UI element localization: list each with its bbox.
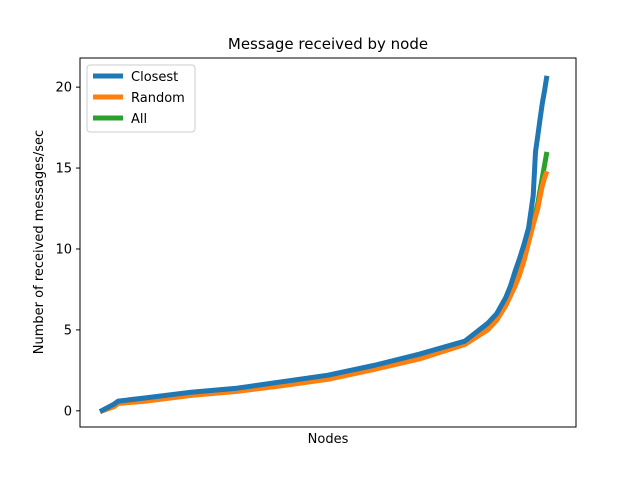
y-tick-label: 0 xyxy=(64,404,72,419)
x-axis-title: Nodes xyxy=(308,432,349,447)
legend-label-closest: Closest xyxy=(131,70,178,85)
y-tick-label: 20 xyxy=(55,81,72,96)
y-tick-label: 10 xyxy=(55,242,72,257)
y-tick-label: 5 xyxy=(64,323,72,338)
series-line-random xyxy=(99,170,550,414)
y-axis-title: Number of received messages/sec xyxy=(32,130,47,354)
series-group xyxy=(98,75,550,414)
legend: Closest Random All xyxy=(86,64,196,133)
legend-label-all: All xyxy=(131,112,147,127)
y-tick-label: 15 xyxy=(55,162,72,177)
legend-box xyxy=(86,64,196,133)
axes-frame xyxy=(79,57,577,428)
y-axis-ticks: 0 5 10 15 20 xyxy=(55,81,80,419)
chart-title: Message received by node xyxy=(228,35,428,53)
series-line-closest xyxy=(98,75,550,414)
legend-label-random: Random xyxy=(131,91,185,106)
